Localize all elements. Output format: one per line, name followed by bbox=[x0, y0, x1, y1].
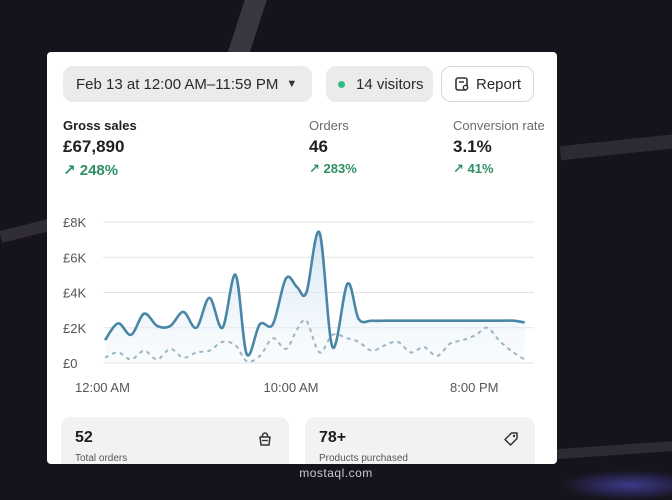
metric-change-value: 248% bbox=[79, 162, 119, 179]
y-tick-label: £6K bbox=[63, 250, 86, 265]
trend-up-icon: ↗ bbox=[63, 162, 76, 179]
metric-change: ↗ 283% bbox=[309, 161, 357, 177]
stat-label: Total orders bbox=[75, 453, 128, 464]
metric-change-value: 41% bbox=[467, 161, 494, 176]
tag-icon bbox=[504, 432, 518, 446]
chevron-down-icon: ▼ bbox=[286, 78, 298, 90]
series-line-gross-sales bbox=[103, 230, 525, 357]
analytics-card: Feb 13 at 12:00 AM–11:59 PM ▼ 14 visitor… bbox=[47, 52, 557, 464]
metric-label: Gross sales bbox=[63, 118, 137, 133]
metric-value: £67,890 bbox=[63, 137, 125, 156]
report-label: Report bbox=[476, 75, 522, 93]
report-button[interactable]: Report bbox=[441, 66, 534, 102]
trend-up-icon: ↗ bbox=[453, 161, 464, 176]
y-tick-label: £4K bbox=[63, 286, 86, 301]
report-icon bbox=[455, 77, 469, 91]
stat-value: 52 bbox=[75, 429, 93, 446]
metric-change-value: 283% bbox=[323, 161, 357, 176]
background-beam bbox=[559, 133, 672, 161]
sales-line-chart: £8K £6K £4K £2K £0 12:00 AM 10:00 AM 8:00 PM bbox=[63, 215, 534, 395]
x-tick-label: 8:00 PM bbox=[450, 380, 498, 395]
visitors-label: 14 visitors bbox=[356, 75, 424, 93]
x-tick-label: 10:00 AM bbox=[264, 380, 319, 395]
series-area bbox=[105, 231, 525, 363]
live-dot-icon bbox=[338, 80, 345, 88]
metric-label: Conversion rate bbox=[453, 118, 545, 133]
date-range-label: Feb 13 at 12:00 AM–11:59 PM bbox=[76, 75, 279, 93]
x-tick-label: 12:00 AM bbox=[75, 380, 130, 395]
metric-gross-sales[interactable]: Gross sales £67,890 ↗ 248% bbox=[63, 118, 137, 179]
toolbar: Feb 13 at 12:00 AM–11:59 PM ▼ 14 visitor… bbox=[63, 66, 557, 102]
background-beam bbox=[555, 440, 672, 460]
trend-up-icon: ↗ bbox=[309, 161, 320, 176]
stat-card-products-purchased[interactable]: 78+ Products purchased bbox=[305, 417, 535, 464]
metric-value: 3.1% bbox=[453, 137, 492, 156]
metric-value: 46 bbox=[309, 137, 328, 156]
watermark: mostaql.com bbox=[299, 466, 373, 480]
series-line-comparison bbox=[104, 318, 526, 363]
stat-label: Products purchased bbox=[319, 453, 408, 464]
background-beam bbox=[0, 219, 51, 243]
metric-change: ↗ 41% bbox=[453, 161, 545, 177]
shopping-bag-icon bbox=[259, 432, 271, 446]
stat-value: 78+ bbox=[319, 429, 347, 446]
y-tick-label: £8K bbox=[63, 215, 86, 230]
y-tick-label: £2K bbox=[63, 321, 86, 336]
metric-label: Orders bbox=[309, 118, 349, 133]
metric-conversion-rate[interactable]: Conversion rate 3.1% ↗ 41% bbox=[453, 118, 545, 177]
live-visitors-button[interactable]: 14 visitors bbox=[326, 66, 433, 102]
date-range-picker[interactable]: Feb 13 at 12:00 AM–11:59 PM ▼ bbox=[63, 66, 312, 102]
metric-change: ↗ 248% bbox=[63, 161, 137, 179]
y-tick-label: £0 bbox=[63, 356, 77, 371]
metric-orders[interactable]: Orders 46 ↗ 283% bbox=[309, 118, 357, 177]
stat-card-total-orders[interactable]: 52 Total orders bbox=[61, 417, 289, 464]
background-beam bbox=[225, 0, 267, 60]
